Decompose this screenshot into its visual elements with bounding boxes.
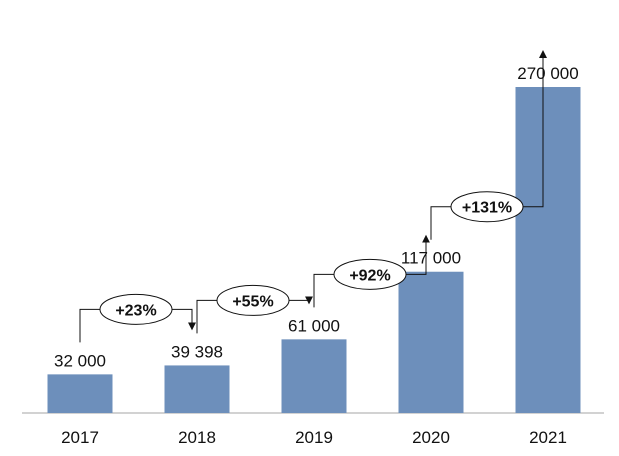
category-labels-group: 2017 2018 2019 2020 2021 xyxy=(61,428,567,447)
growth-label-3: +92% xyxy=(349,267,390,284)
category-label-2019: 2019 xyxy=(295,428,333,447)
bar-2019 xyxy=(281,339,347,413)
growth-oval-4 xyxy=(450,191,524,223)
value-label-2017: 32 000 xyxy=(54,351,106,370)
category-label-2017: 2017 xyxy=(61,428,99,447)
category-label-2021: 2021 xyxy=(529,428,567,447)
growth-oval-2 xyxy=(216,284,290,316)
value-label-2021: 270 000 xyxy=(517,64,578,83)
value-labels-group: 32 000 39 398 61 000 117 000 270 000 xyxy=(54,64,579,370)
growth-oval-3 xyxy=(333,258,407,290)
bar-2021 xyxy=(515,87,581,413)
growth-label-2: +55% xyxy=(232,293,273,310)
category-label-2020: 2020 xyxy=(412,428,450,447)
category-label-2018: 2018 xyxy=(178,428,216,447)
growth-oval-1 xyxy=(99,293,173,325)
value-label-2018: 39 398 xyxy=(171,342,223,361)
bar-2017 xyxy=(47,374,113,413)
bars-group xyxy=(47,87,581,413)
value-label-2020: 117 000 xyxy=(401,249,461,268)
bar-2020 xyxy=(398,271,464,413)
growth-label-4: +131% xyxy=(462,200,512,217)
value-label-2019: 61 000 xyxy=(288,316,340,335)
bar-2018 xyxy=(164,365,230,413)
growth-connectors-group: +23% +55% +92% +131% xyxy=(79,50,547,343)
growth-label-1: +23% xyxy=(115,302,156,319)
